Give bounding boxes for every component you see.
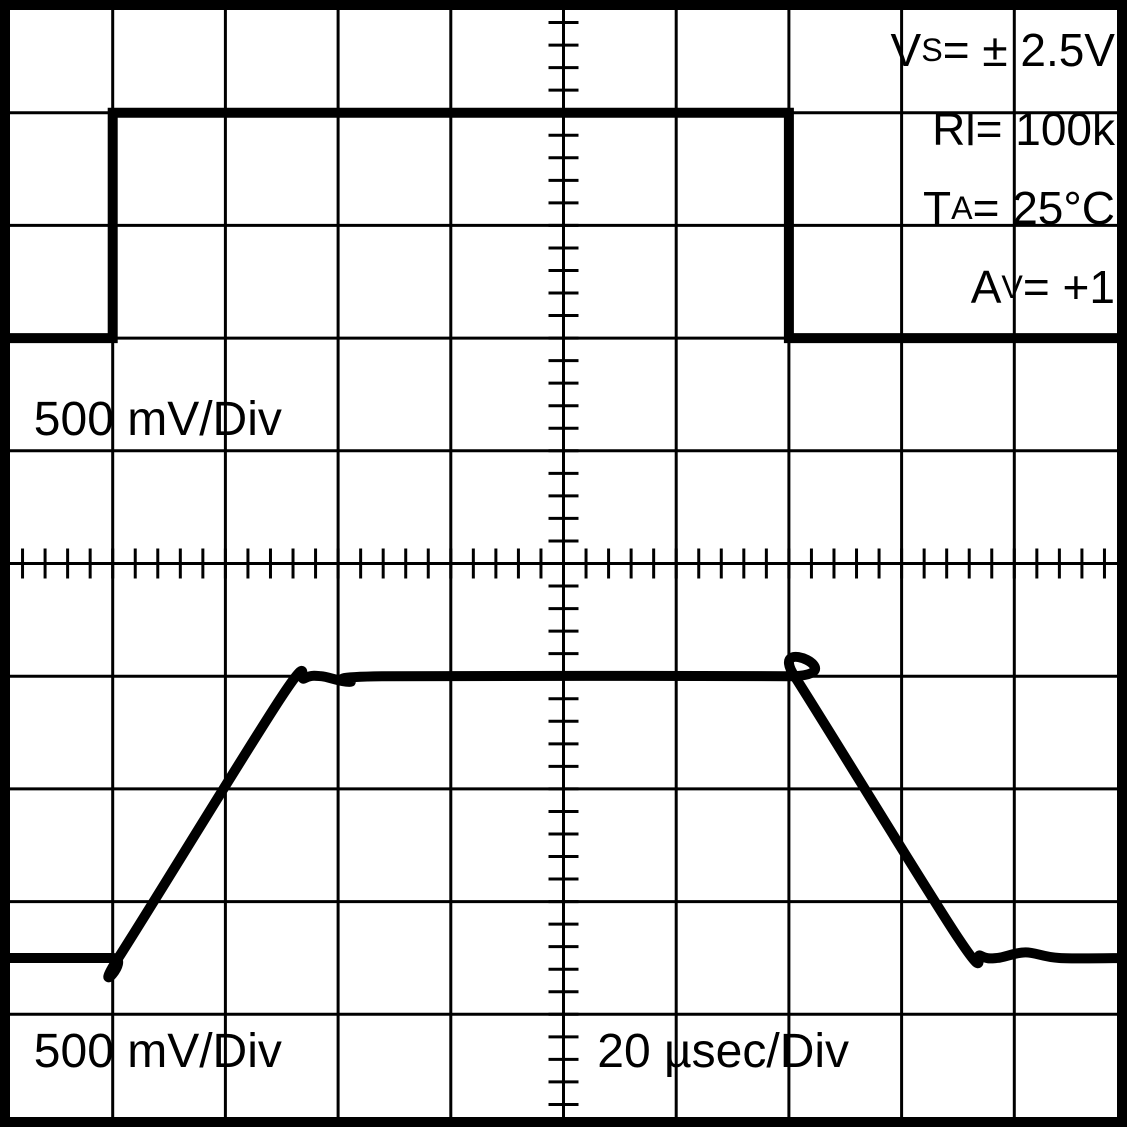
condition-annotation: TA = 25°C: [891, 169, 1115, 248]
oscilloscope-chart: 500 mV/Div 500 mV/Div 20 µsec/Div VS = ±…: [0, 0, 1127, 1127]
condition-annotation: VS = ± 2.5V: [891, 11, 1115, 90]
x-scale-label: 20 µsec/Div: [597, 1026, 849, 1079]
lower-y-scale-label: 500 mV/Div: [34, 1026, 282, 1079]
upper-y-scale-label: 500 mV/Div: [34, 394, 282, 447]
condition-annotation: AV = +1: [891, 248, 1115, 327]
condition-annotation: Rl = 100k: [891, 90, 1115, 169]
conditions-annotation-block: VS = ± 2.5VRl = 100kTA = 25°CAV = +1: [891, 11, 1115, 327]
